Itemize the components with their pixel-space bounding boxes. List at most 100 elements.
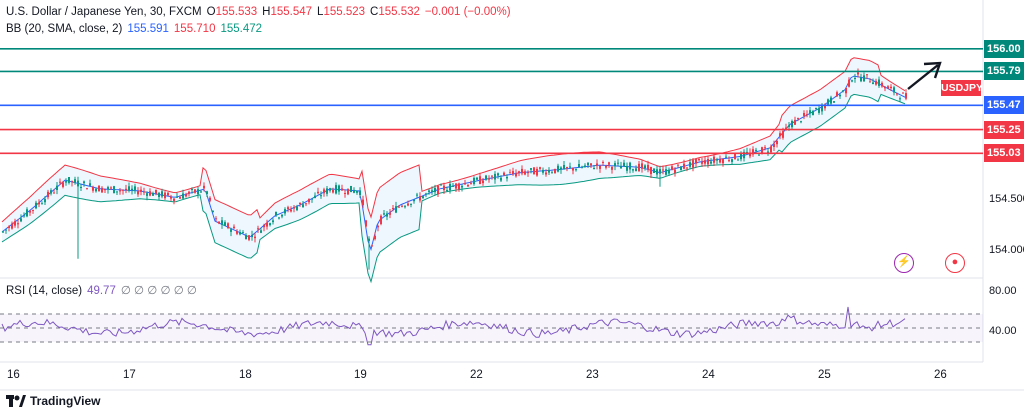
candle-body bbox=[290, 209, 292, 212]
candle-body bbox=[692, 160, 694, 168]
legend-main: U.S. Dollar / Japanese Yen, 30, FXCM O155… bbox=[6, 6, 516, 18]
candle-body bbox=[23, 215, 25, 217]
candle-body bbox=[710, 161, 712, 164]
candle-body bbox=[254, 236, 256, 239]
candle-body bbox=[764, 147, 766, 149]
candle-body bbox=[50, 190, 52, 194]
candle-body bbox=[572, 167, 574, 171]
candle-body bbox=[803, 113, 805, 116]
candle-body bbox=[878, 79, 880, 86]
candle-body bbox=[38, 202, 40, 205]
candle-body bbox=[413, 199, 415, 202]
candle-body bbox=[551, 172, 553, 174]
tradingview-logo[interactable]: TradingView bbox=[6, 394, 100, 408]
candle-body bbox=[524, 171, 526, 175]
candle-body bbox=[185, 194, 187, 197]
candle-body bbox=[548, 170, 550, 173]
candle-body bbox=[56, 185, 58, 190]
bb-upper-value: 155.710 bbox=[173, 23, 216, 35]
candle-body bbox=[224, 222, 226, 226]
candle-body bbox=[656, 169, 658, 175]
candle-body bbox=[263, 225, 265, 228]
candle-body bbox=[278, 217, 280, 219]
candle-body bbox=[128, 186, 130, 191]
trend-arrow-line bbox=[907, 64, 939, 90]
candle-body bbox=[476, 177, 478, 180]
candle-body bbox=[401, 205, 403, 207]
candle-body bbox=[869, 81, 871, 83]
candle-body bbox=[788, 125, 790, 127]
candle-body bbox=[194, 189, 196, 193]
candle-body bbox=[362, 199, 364, 206]
candle-body bbox=[701, 161, 703, 164]
candle-body bbox=[173, 198, 175, 202]
bb-basis-line bbox=[1, 75, 906, 252]
candle-body bbox=[812, 111, 814, 115]
candle-body bbox=[905, 93, 907, 99]
x-tick-label: 25 bbox=[818, 369, 831, 381]
candle-body bbox=[836, 92, 838, 97]
candle-body bbox=[581, 166, 583, 168]
candle-body bbox=[683, 163, 685, 169]
candle-body bbox=[191, 189, 193, 190]
candle-body bbox=[5, 229, 7, 231]
candle-body bbox=[770, 146, 772, 153]
candle-body bbox=[815, 108, 817, 109]
candle-body bbox=[698, 158, 700, 161]
candle-body bbox=[299, 203, 301, 204]
candle-body bbox=[695, 159, 697, 164]
candle-body bbox=[155, 189, 157, 194]
candle-body bbox=[791, 121, 793, 128]
candle-body bbox=[719, 159, 721, 163]
candle-body bbox=[644, 165, 646, 168]
candle-body bbox=[2, 231, 4, 233]
candle-body bbox=[314, 195, 316, 198]
legend-rsi: RSI (14, close) 49.77 ∅ ∅ ∅ ∅ ∅ ∅ bbox=[6, 283, 202, 297]
rsi-value: 49.77 bbox=[87, 285, 116, 297]
candle-body bbox=[86, 188, 88, 190]
candle-body bbox=[167, 192, 169, 196]
candle-body bbox=[332, 190, 334, 193]
candle-body bbox=[383, 213, 385, 215]
candle-body bbox=[449, 183, 451, 191]
candle-body bbox=[713, 156, 715, 163]
symbol-badge: USDJPY bbox=[941, 80, 984, 96]
candle-body bbox=[119, 190, 121, 192]
candle-body bbox=[203, 185, 205, 189]
candle-body bbox=[245, 235, 247, 240]
rsi-extra: ∅ ∅ ∅ ∅ ∅ ∅ bbox=[120, 285, 197, 297]
candle-body bbox=[530, 168, 532, 170]
candle-body bbox=[605, 165, 607, 168]
candle-body bbox=[497, 173, 499, 176]
candle-body bbox=[884, 86, 886, 89]
x-tick-label: 22 bbox=[470, 369, 483, 381]
candle-body bbox=[536, 168, 538, 176]
candle-body bbox=[269, 223, 271, 226]
candle-body bbox=[239, 232, 241, 235]
candle-body bbox=[776, 140, 778, 145]
candle-body bbox=[365, 220, 367, 227]
candle-body bbox=[797, 117, 799, 119]
candle-body bbox=[638, 163, 640, 171]
candle-body bbox=[827, 99, 829, 105]
candle-body bbox=[716, 159, 718, 161]
candle-body bbox=[20, 218, 22, 222]
candle-body bbox=[368, 238, 370, 241]
candle-body bbox=[833, 101, 835, 103]
candle-body bbox=[410, 203, 412, 205]
candle-body bbox=[758, 154, 760, 156]
record-icon[interactable]: ● bbox=[945, 253, 965, 273]
candle-body bbox=[161, 191, 163, 197]
lightning-icon[interactable]: ⚡ bbox=[894, 253, 914, 273]
candle-body bbox=[779, 133, 781, 137]
candle-body bbox=[305, 203, 307, 205]
x-tick-label: 18 bbox=[239, 369, 252, 381]
candle-body bbox=[872, 82, 874, 85]
candle-body bbox=[446, 190, 448, 191]
candle-body bbox=[176, 196, 178, 198]
level-price-tag: 155.03 bbox=[984, 144, 1024, 163]
candle-body bbox=[440, 184, 442, 186]
candle-body bbox=[722, 159, 724, 164]
candle-body bbox=[893, 87, 895, 93]
